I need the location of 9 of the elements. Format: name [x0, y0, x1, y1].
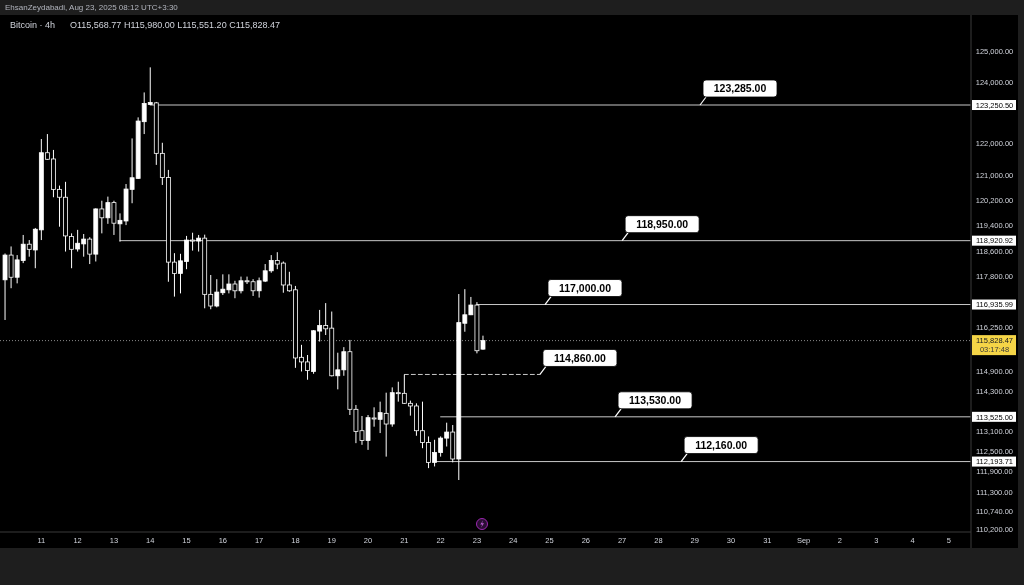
- annotation: 114,860.00: [553, 351, 607, 364]
- annotation: 118,950.00: [636, 217, 689, 230]
- annotation: 112,160.00: [695, 438, 748, 451]
- annotation: O115,568.77 H115,980.00 L115,551.20 C115,828.47: [70, 20, 281, 30]
- annotation: 117,000.00: [559, 281, 612, 294]
- chart-subtitle: EhsanZeydabadi, Aug 23, 2025 08:12 UTC+3:30: [5, 3, 179, 12]
- annotation: 123,285.00: [713, 82, 767, 95]
- annotation: 113,530.00: [629, 394, 682, 407]
- text: Bitcoin · 4h: [10, 20, 56, 30]
